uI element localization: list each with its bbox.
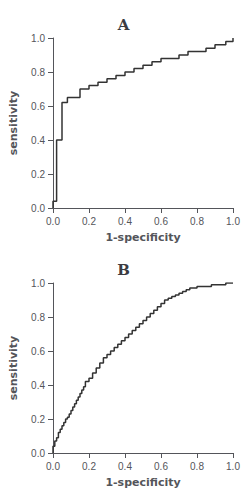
svg-text:0.6: 0.6 (31, 346, 45, 357)
svg-text:0.8: 0.8 (190, 461, 204, 472)
svg-text:0.8: 0.8 (31, 312, 45, 323)
svg-text:0.6: 0.6 (154, 216, 168, 227)
svg-text:0.0: 0.0 (46, 216, 60, 227)
svg-text:0.4: 0.4 (118, 461, 132, 472)
svg-text:0.6: 0.6 (154, 461, 168, 472)
svg-text:1-specificity: 1-specificity (105, 476, 180, 489)
svg-text:1.0: 1.0 (31, 33, 45, 44)
svg-text:0.4: 0.4 (31, 135, 45, 146)
svg-text:B: B (117, 261, 130, 279)
svg-text:1-specificity: 1-specificity (105, 231, 180, 244)
svg-text:0.2: 0.2 (31, 414, 45, 425)
svg-text:0.6: 0.6 (31, 101, 45, 112)
svg-text:A: A (117, 16, 130, 34)
svg-text:0.0: 0.0 (31, 203, 45, 214)
svg-text:1.0: 1.0 (31, 278, 45, 289)
svg-text:sensitivity: sensitivity (7, 91, 20, 156)
svg-text:sensitivity: sensitivity (7, 336, 20, 401)
svg-text:0.2: 0.2 (82, 461, 96, 472)
svg-text:0.4: 0.4 (118, 216, 132, 227)
svg-text:0.8: 0.8 (31, 67, 45, 78)
svg-text:0.0: 0.0 (46, 461, 60, 472)
svg-text:0.2: 0.2 (82, 216, 96, 227)
svg-text:1.0: 1.0 (226, 216, 240, 227)
svg-text:1.0: 1.0 (226, 461, 240, 472)
svg-text:0.4: 0.4 (31, 380, 45, 391)
svg-text:0.8: 0.8 (190, 216, 204, 227)
svg-text:0.0: 0.0 (31, 448, 45, 459)
svg-text:0.2: 0.2 (31, 169, 45, 180)
